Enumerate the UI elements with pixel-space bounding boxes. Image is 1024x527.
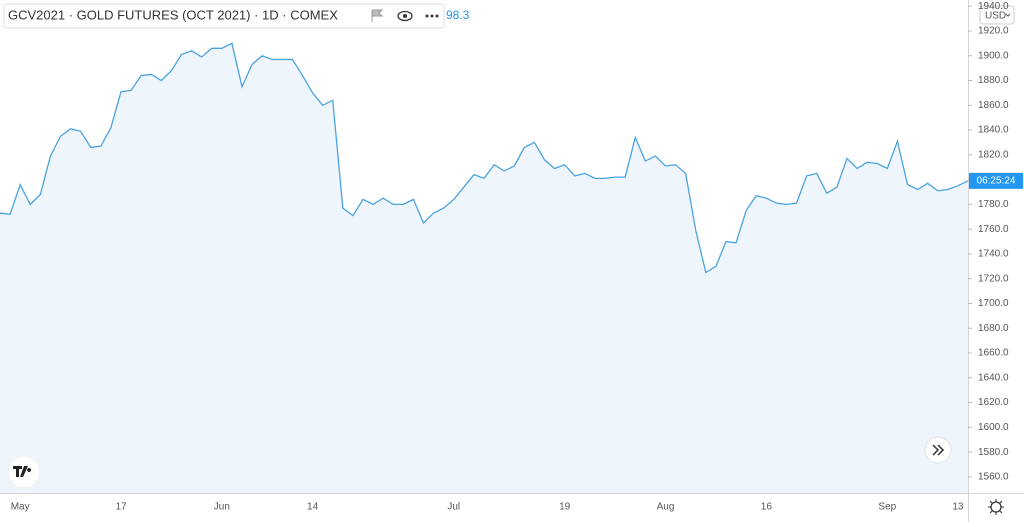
countdown-label: 06:25:24 <box>977 175 1016 186</box>
eye-icon-pupil <box>403 14 407 18</box>
x-tick-label: Jun <box>214 502 230 513</box>
logo-mark <box>13 466 32 477</box>
flag-icon[interactable] <box>371 9 384 22</box>
area-fill <box>0 43 968 493</box>
y-tick-label: 1680.0 <box>978 323 1009 334</box>
y-tick-label: 1560.0 <box>978 472 1009 483</box>
y-tick-label: 1820.0 <box>978 149 1009 160</box>
x-tick-label: 14 <box>307 502 319 513</box>
y-tick-label: 1740.0 <box>978 249 1009 260</box>
y-tick-label: 1900.0 <box>978 50 1009 61</box>
x-tick-label: Aug <box>657 502 675 513</box>
x-tick-label: May <box>11 502 30 513</box>
x-tick-label: 17 <box>115 502 127 513</box>
y-tick-label: 1580.0 <box>978 447 1009 458</box>
y-tick-label: 1860.0 <box>978 100 1009 111</box>
settings-icon-rays <box>988 499 1004 515</box>
x-tick-label: Jul <box>447 502 460 513</box>
legend-box <box>3 3 445 29</box>
x-tick-label: 13 <box>952 502 964 513</box>
y-tick-label: 1940.0 <box>978 1 1009 12</box>
y-tick-label: 1920.0 <box>978 26 1009 37</box>
price-line <box>0 42 969 274</box>
scroll-icon <box>932 444 945 456</box>
dropdown-caret <box>1005 13 1011 17</box>
y-tick-label: 1880.0 <box>978 75 1009 86</box>
y-tick-label: 1640.0 <box>978 372 1009 383</box>
y-tick-label: 1600.0 <box>978 422 1009 433</box>
x-tick-label: 16 <box>761 502 773 513</box>
y-tick-label: 1720.0 <box>978 273 1009 284</box>
chart-title: GCV2021 · GOLD FUTURES (OCT 2021) · 1D ·… <box>8 7 338 22</box>
eye-icon[interactable] <box>397 10 413 22</box>
currency-label: USD <box>985 11 1006 22</box>
price-fragment: 98.3 <box>446 8 470 22</box>
x-tick-label: Sep <box>878 502 896 513</box>
x-tick-label: 19 <box>559 502 571 513</box>
y-tick-label: 1780.0 <box>978 199 1009 210</box>
y-tick-label: 1660.0 <box>978 348 1009 359</box>
y-tick-label: 1700.0 <box>978 298 1009 309</box>
more-icon[interactable] <box>425 14 439 18</box>
y-tick-label: 1760.0 <box>978 224 1009 235</box>
y-tick-label: 1840.0 <box>978 125 1009 136</box>
currency-dropdown[interactable] <box>979 5 1015 25</box>
y-tick-label: 1620.0 <box>978 397 1009 408</box>
price-tag <box>969 172 1023 189</box>
